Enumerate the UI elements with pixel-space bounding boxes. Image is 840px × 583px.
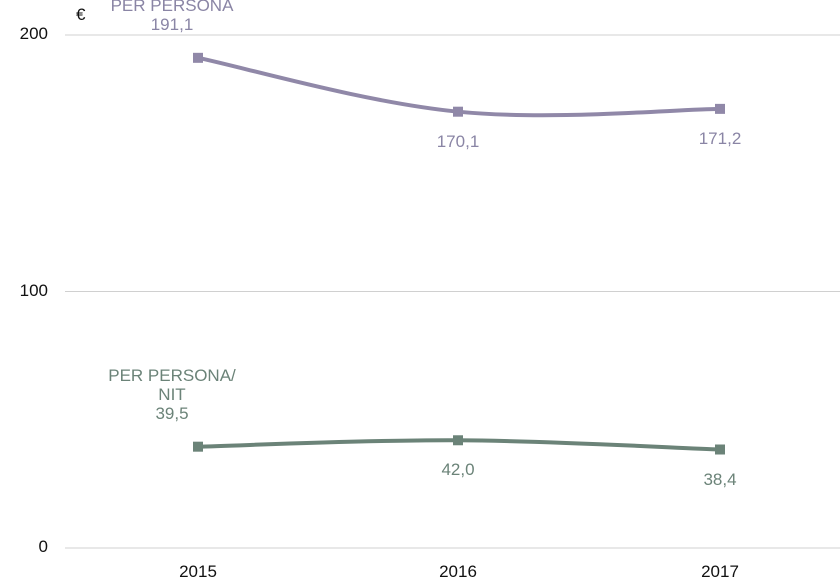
series-label: PER PERSONA/ NIT [108,365,236,404]
data-label: 191,1 [150,14,194,34]
y-tick-label: 0 [38,537,48,556]
y-tick-label: 100 [19,280,48,300]
x-tick-label: 2016 [439,562,477,581]
series-line [197,55,721,118]
data-label: 38,4 [703,469,737,489]
x-tick-label: 2017 [701,562,739,581]
data-label: 39,5 [155,403,189,423]
point-marker [715,103,725,114]
y-tick-label: 200 [19,24,48,43]
series-label: PER PERSONA [110,0,234,15]
point-marker [193,52,203,63]
data-label: 171,2 [698,128,742,148]
point-marker [453,106,463,117]
data-label: 170,1 [436,131,480,151]
point-marker [453,435,463,446]
data-label: 42,0 [441,460,475,480]
y-axis-unit: € [76,5,86,24]
point-marker [193,441,203,452]
point-marker [715,444,725,455]
x-tick-label: 2015 [179,562,217,581]
